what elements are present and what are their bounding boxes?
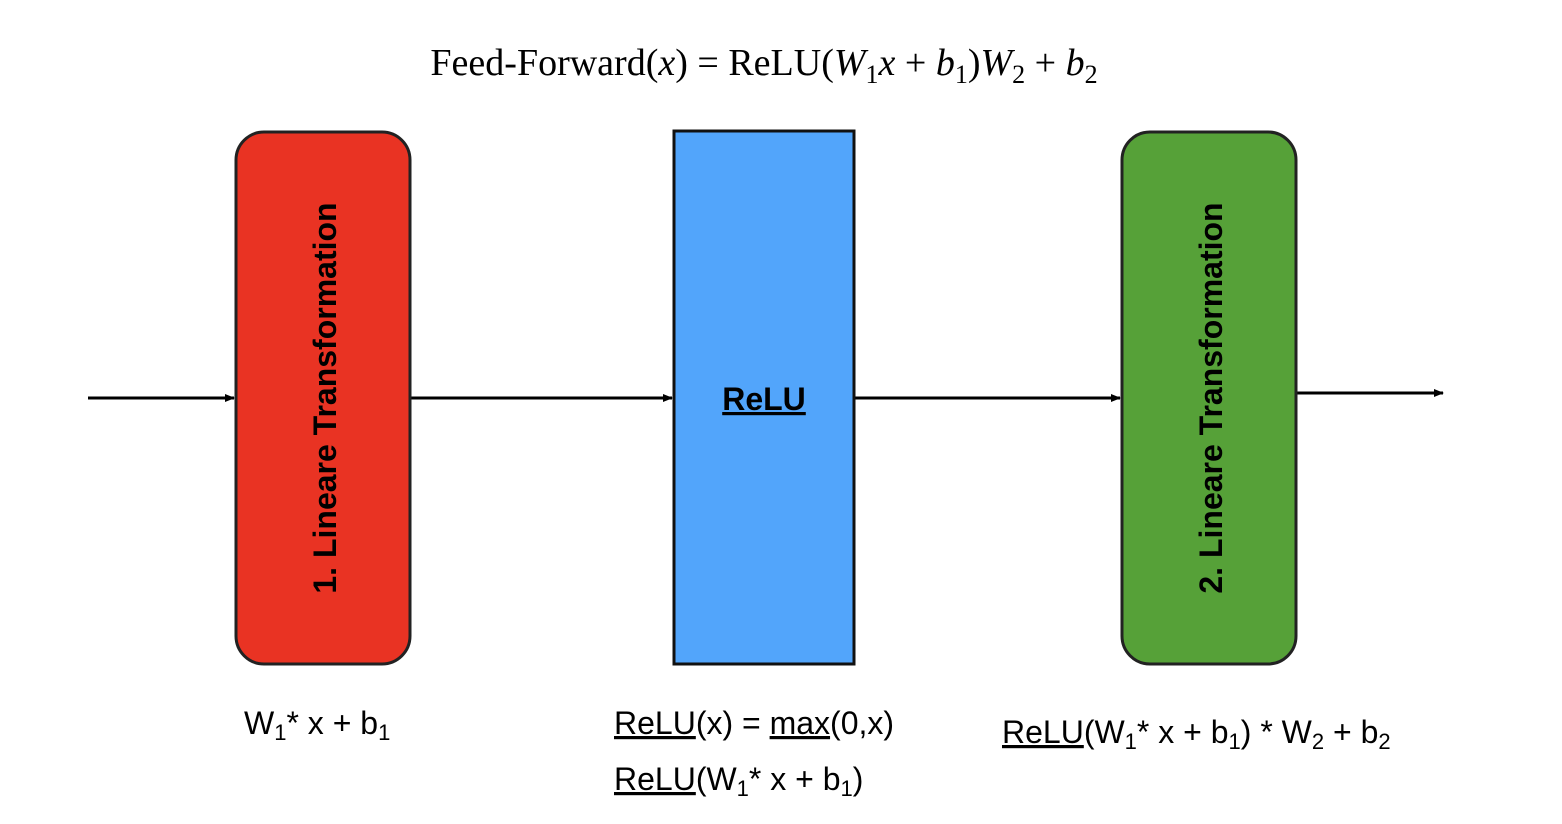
formula-b2-sub: 2 — [1085, 60, 1098, 89]
relu-apply-close: ) — [853, 761, 864, 797]
caption3-relu: ReLU — [1002, 714, 1084, 750]
formula-w2-sub: 2 — [1012, 60, 1025, 89]
formula-arg-close: ) — [675, 42, 688, 84]
formula-plus2: + — [1025, 42, 1065, 84]
caption3-mid: ) * W — [1241, 714, 1313, 750]
linear-transformation-1-block — [234, 130, 412, 666]
linear-2-caption: ReLU(W1* x + b1) * W2 + b2 — [1002, 714, 1391, 754]
caption3-w2-sub: 2 — [1312, 729, 1324, 754]
caption1-b-sub: 1 — [378, 720, 390, 745]
relu-apply-caption: ReLU(W1* x + b1) — [614, 761, 863, 801]
relu-def-relu: ReLU — [614, 705, 696, 741]
caption3-b-sub: 1 — [1229, 729, 1241, 754]
feed-forward-formula: Feed-Forward(x) = ReLU(W1x + b1)W2 + b2 — [430, 42, 1097, 89]
linear-transformation-2-label: 2. Lineare Transformation — [1193, 202, 1229, 593]
formula-w1: W — [834, 42, 869, 84]
formula-close: ) — [968, 42, 981, 84]
formula-x: x — [878, 42, 896, 84]
formula-b1-sub: 1 — [955, 60, 968, 89]
formula-equals: = — [688, 42, 728, 84]
caption1-w-sub: 1 — [274, 720, 286, 745]
caption1-rest: * x + b — [286, 705, 378, 741]
linear-transformation-2-block — [1120, 130, 1298, 666]
formula-relu: ReLU — [728, 42, 821, 84]
caption3-b2-sub: 2 — [1378, 729, 1390, 754]
relu-apply-rest: * x + b — [749, 761, 841, 797]
formula-b1: b — [936, 42, 955, 84]
relu-def-max: max — [770, 705, 830, 741]
linear-1-caption: W1* x + b1 — [244, 705, 390, 745]
caption1-w: W — [244, 705, 275, 741]
relu-def-mid: (x) = — [696, 705, 770, 741]
relu-apply-relu: ReLU — [614, 761, 696, 797]
relu-definition-caption: ReLU(x) = max(0,x) — [614, 705, 894, 741]
formula-arg: x — [657, 42, 675, 84]
formula-plus1: + — [895, 42, 935, 84]
relu-apply-open: (W — [696, 761, 738, 797]
relu-def-end: (0,x) — [830, 705, 894, 741]
relu-label: ReLU — [722, 381, 806, 417]
relu-apply-b-sub: 1 — [841, 776, 853, 801]
relu-block — [672, 129, 856, 666]
formula-name: Feed-Forward — [430, 42, 645, 84]
caption3-plus: + b — [1324, 714, 1378, 750]
formula-arg-open: ( — [646, 42, 659, 84]
caption3-open: (W — [1084, 714, 1126, 750]
caption3-rest: * x + b — [1137, 714, 1229, 750]
caption3-w-sub: 1 — [1125, 729, 1137, 754]
formula-b2: b — [1066, 42, 1085, 84]
formula-open: ( — [821, 42, 834, 84]
formula-w2: W — [980, 42, 1015, 84]
linear-transformation-1-label: 1. Lineare Transformation — [307, 202, 343, 593]
formula-w1-sub: 1 — [866, 60, 879, 89]
relu-apply-w-sub: 1 — [737, 776, 749, 801]
